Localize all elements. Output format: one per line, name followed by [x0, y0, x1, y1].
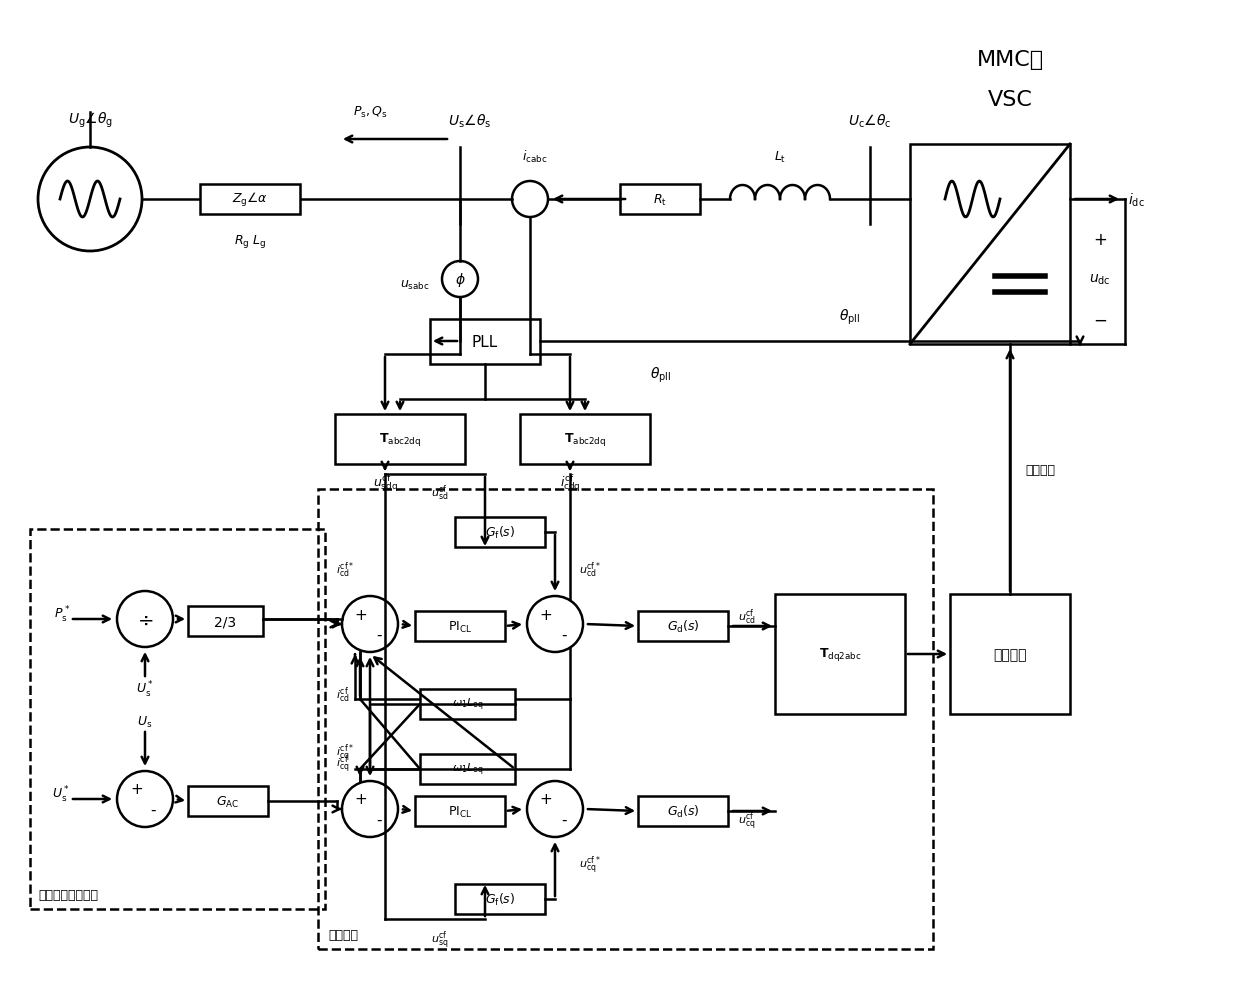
Text: $u_{\rm sq}^{\rm cf}$: $u_{\rm sq}^{\rm cf}$ — [432, 929, 449, 951]
Circle shape — [527, 781, 583, 838]
Circle shape — [441, 262, 477, 298]
Text: $L_{\rm t}$: $L_{\rm t}$ — [774, 149, 786, 164]
Text: $G_{\rm AC}$: $G_{\rm AC}$ — [216, 793, 239, 808]
Circle shape — [117, 771, 174, 827]
Bar — [188, 786, 268, 816]
Bar — [639, 612, 728, 641]
Bar — [620, 185, 701, 215]
Text: $i_{\rm dc}$: $i_{\rm dc}$ — [1128, 192, 1145, 209]
Text: $\omega_1 L_{\rm eq}$: $\omega_1 L_{\rm eq}$ — [451, 761, 484, 777]
Text: $\mathrm{PI_{CL}}$: $\mathrm{PI_{CL}}$ — [448, 619, 472, 634]
Bar — [317, 489, 932, 949]
Text: $\phi$: $\phi$ — [455, 271, 465, 289]
Text: VSC: VSC — [987, 90, 1033, 110]
Text: -: - — [562, 811, 567, 826]
Text: $R_{\rm g}\ L_{\rm g}$: $R_{\rm g}\ L_{\rm g}$ — [234, 233, 267, 250]
Bar — [200, 185, 300, 215]
Text: $+$: $+$ — [1092, 231, 1107, 249]
Bar — [415, 796, 505, 826]
Text: $u_{\rm sabc}$: $u_{\rm sabc}$ — [401, 278, 430, 291]
Bar — [950, 595, 1070, 714]
Text: $U_{\rm c}\angle\theta_{\rm c}$: $U_{\rm c}\angle\theta_{\rm c}$ — [848, 112, 892, 129]
Text: $U_{\rm g}\angle\theta_{\rm g}$: $U_{\rm g}\angle\theta_{\rm g}$ — [67, 110, 113, 129]
Bar — [420, 754, 515, 784]
Text: $\theta_{\rm pll}$: $\theta_{\rm pll}$ — [650, 365, 671, 384]
Text: $i_{\rm cq}^{\rm cf}$: $i_{\rm cq}^{\rm cf}$ — [336, 753, 350, 775]
Bar — [455, 518, 546, 548]
Text: $Z_{\rm g}\angle\alpha$: $Z_{\rm g}\angle\alpha$ — [232, 191, 268, 209]
Text: $u_{\rm sd}^{\rm cf}$: $u_{\rm sd}^{\rm cf}$ — [432, 482, 449, 503]
Text: $u_{\rm dc}$: $u_{\rm dc}$ — [1089, 273, 1111, 287]
Text: $R_{\rm t}$: $R_{\rm t}$ — [653, 193, 667, 208]
Bar — [188, 607, 263, 636]
Text: 外环有功开环控制: 外环有功开环控制 — [38, 888, 98, 901]
Text: $\mathbf{T}_{\rm dq2abc}$: $\mathbf{T}_{\rm dq2abc}$ — [818, 646, 862, 663]
Text: +: + — [355, 791, 367, 806]
Text: $G_{\rm d}(s)$: $G_{\rm d}(s)$ — [667, 803, 699, 819]
Text: $i_{\rm cabc}$: $i_{\rm cabc}$ — [522, 148, 548, 164]
Text: +: + — [355, 607, 367, 622]
Text: $U_{\rm s}$: $U_{\rm s}$ — [138, 714, 153, 729]
Text: $G_{\rm d}(s)$: $G_{\rm d}(s)$ — [667, 618, 699, 635]
Bar — [430, 320, 539, 365]
Text: 2/3: 2/3 — [215, 615, 237, 628]
Text: $\mathbf{T}_{\rm abc2dq}$: $\mathbf{T}_{\rm abc2dq}$ — [379, 431, 422, 448]
Circle shape — [512, 182, 548, 218]
Text: $i_{\rm cd}^{\rm cf}$: $i_{\rm cd}^{\rm cf}$ — [336, 684, 350, 704]
Text: $i_{\rm cd}^{\rm cf*}$: $i_{\rm cd}^{\rm cf*}$ — [336, 560, 353, 580]
Text: $\omega_1 L_{\rm eq}$: $\omega_1 L_{\rm eq}$ — [451, 696, 484, 712]
Text: 内环控制: 内环控制 — [329, 928, 358, 941]
Bar — [639, 796, 728, 826]
Bar — [415, 612, 505, 641]
Text: $\theta_{\rm pll}$: $\theta_{\rm pll}$ — [839, 307, 861, 327]
Text: $u_{\rm cd}^{\rm cf}$: $u_{\rm cd}^{\rm cf}$ — [738, 607, 755, 626]
Text: +: + — [539, 791, 552, 806]
Text: -: - — [376, 811, 382, 826]
Text: 调制过程: 调制过程 — [993, 647, 1027, 661]
Text: $-$: $-$ — [1092, 311, 1107, 329]
Bar — [520, 414, 650, 464]
Text: $u_{\rm cq}^{\rm cf*}$: $u_{\rm cq}^{\rm cf*}$ — [579, 855, 601, 877]
Text: $G_{\rm f}(s)$: $G_{\rm f}(s)$ — [485, 891, 515, 907]
Text: $u_{\rm sdq}^{\rm cf}$: $u_{\rm sdq}^{\rm cf}$ — [372, 472, 398, 493]
Text: +: + — [539, 607, 552, 622]
Text: PLL: PLL — [472, 335, 498, 350]
Text: $u_{\rm cq}^{\rm cf}$: $u_{\rm cq}^{\rm cf}$ — [738, 810, 755, 832]
Text: $U_{\rm s}\angle\theta_{\rm s}$: $U_{\rm s}\angle\theta_{\rm s}$ — [449, 112, 491, 129]
Circle shape — [38, 147, 143, 252]
Circle shape — [342, 781, 398, 838]
Text: $i_{\rm cdq}^{\rm cf}$: $i_{\rm cdq}^{\rm cf}$ — [559, 472, 580, 493]
Text: $\div$: $\div$ — [136, 610, 154, 629]
Text: $\mathrm{PI_{CL}}$: $\mathrm{PI_{CL}}$ — [448, 803, 472, 818]
Text: $U_{\rm s}^*$: $U_{\rm s}^*$ — [52, 784, 69, 804]
Text: $U_{\rm s}^*$: $U_{\rm s}^*$ — [136, 679, 154, 699]
Bar — [335, 414, 465, 464]
Bar — [420, 689, 515, 719]
Bar — [910, 144, 1070, 345]
Text: MMC型: MMC型 — [976, 50, 1044, 70]
Circle shape — [342, 597, 398, 652]
Circle shape — [527, 597, 583, 652]
Text: -: - — [376, 627, 382, 642]
Text: 触发信号: 触发信号 — [1025, 463, 1055, 476]
Text: $i_{\rm cq}^{\rm cf*}$: $i_{\rm cq}^{\rm cf*}$ — [336, 742, 353, 764]
Bar — [455, 884, 546, 914]
Circle shape — [117, 592, 174, 647]
Text: $G_{\rm f}(s)$: $G_{\rm f}(s)$ — [485, 525, 515, 541]
Text: $\mathbf{T}_{\rm abc2dq}$: $\mathbf{T}_{\rm abc2dq}$ — [564, 431, 606, 448]
Text: -: - — [562, 627, 567, 642]
Text: $P_{\rm s}^*$: $P_{\rm s}^*$ — [53, 605, 69, 625]
Text: $u_{\rm cd}^{\rm cf*}$: $u_{\rm cd}^{\rm cf*}$ — [579, 560, 601, 580]
Text: $P_{\rm s},Q_{\rm s}$: $P_{\rm s},Q_{\rm s}$ — [352, 104, 387, 120]
Bar — [775, 595, 905, 714]
Bar — [30, 530, 325, 909]
Text: +: + — [130, 781, 144, 796]
Text: -: - — [150, 801, 156, 816]
